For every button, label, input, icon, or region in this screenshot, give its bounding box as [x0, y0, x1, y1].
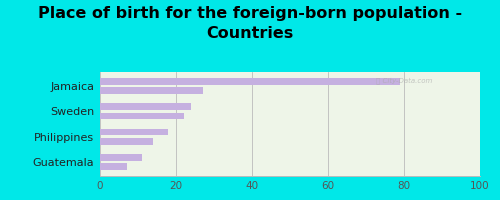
Bar: [100, 163, 126, 170]
Bar: [100, 138, 153, 145]
Bar: [100, 154, 142, 161]
Bar: [100, 78, 400, 85]
Text: Place of birth for the foreign-born population -
Countries: Place of birth for the foreign-born popu…: [38, 6, 462, 41]
Bar: [100, 103, 191, 110]
Bar: [100, 87, 202, 94]
Text: Ⓐ City-Data.com: Ⓐ City-Data.com: [376, 77, 432, 84]
Bar: [100, 129, 168, 135]
Bar: [100, 113, 184, 119]
